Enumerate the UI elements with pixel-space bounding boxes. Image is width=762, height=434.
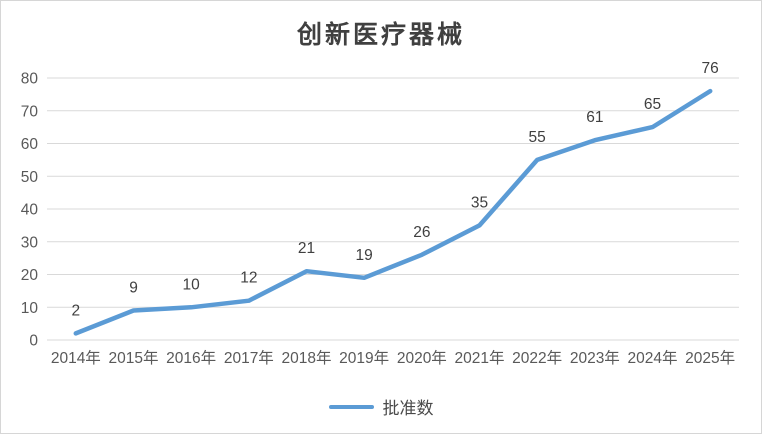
data-label: 2 (72, 302, 81, 319)
data-label: 26 (413, 224, 430, 241)
y-axis-tick-label: 30 (21, 234, 39, 251)
x-axis-tick-label: 2021年 (455, 349, 505, 367)
data-label: 19 (356, 247, 373, 264)
data-label: 35 (471, 194, 488, 211)
data-label: 21 (298, 240, 315, 257)
y-axis-tick-label: 80 (21, 71, 39, 88)
x-axis-tick-label: 2016年 (166, 349, 216, 367)
y-axis-tick-label: 50 (21, 169, 39, 186)
x-axis-tick-label: 2025年 (685, 349, 735, 367)
data-label: 10 (183, 276, 201, 293)
x-axis-tick-label: 2024年 (628, 349, 678, 367)
x-axis-tick-label: 2014年 (51, 349, 101, 367)
x-axis-tick-label: 2020年 (397, 349, 447, 367)
data-label: 12 (240, 270, 257, 287)
legend-line-swatch (328, 404, 374, 409)
x-axis-tick-label: 2023年 (570, 349, 620, 367)
y-axis-tick-label: 70 (21, 103, 39, 120)
data-label: 76 (702, 60, 719, 77)
y-axis-tick-label: 10 (21, 300, 39, 317)
y-axis-tick-label: 20 (21, 267, 39, 284)
chart-title: 创新医疗器械 (296, 20, 465, 49)
series-line (73, 88, 713, 336)
y-axis-tick-label: 60 (21, 136, 39, 153)
data-label: 9 (129, 280, 138, 297)
x-axis-tick-label: 2018年 (282, 349, 332, 367)
data-label: 55 (529, 129, 546, 146)
legend-label: 批准数 (382, 399, 434, 419)
x-axis-tick-label: 2015年 (109, 349, 159, 367)
x-axis-tick-label: 2019年 (339, 349, 389, 367)
y-axis-tick-label: 0 (29, 333, 38, 350)
data-label: 65 (644, 96, 661, 113)
y-axis-tick-label: 40 (21, 202, 39, 219)
x-axis-tick-label: 2017年 (224, 349, 274, 367)
x-axis-tick-label: 2022年 (512, 349, 562, 367)
data-label: 61 (586, 109, 603, 126)
legend: 批准数 (1, 394, 761, 419)
